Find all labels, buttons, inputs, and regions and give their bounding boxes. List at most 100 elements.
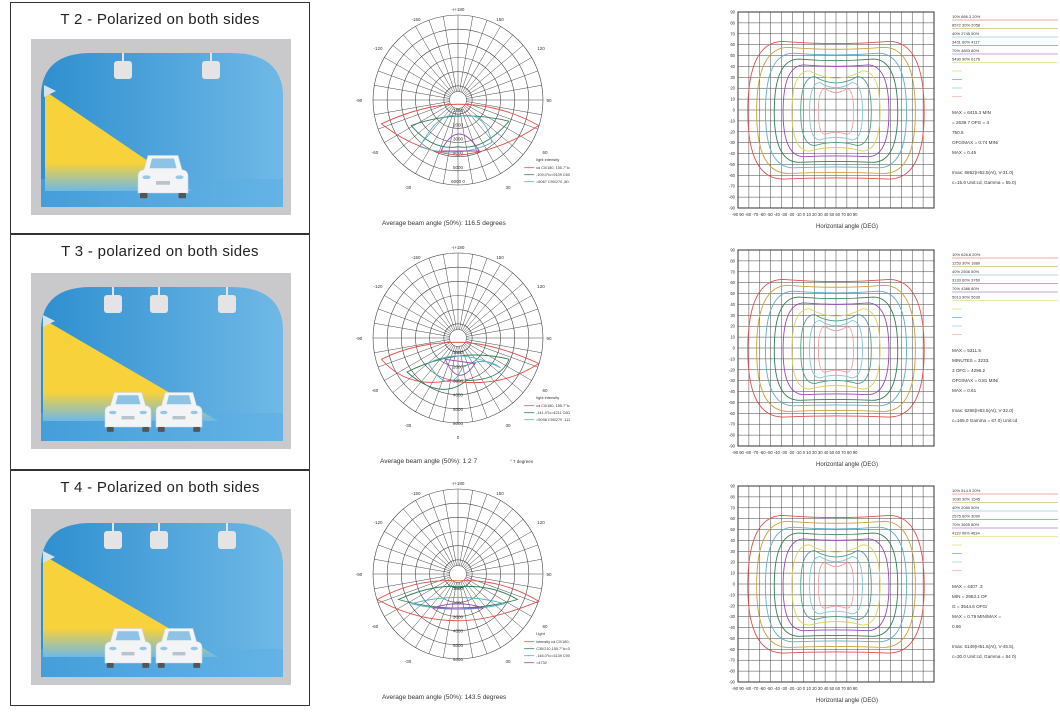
- y-tick-label: 90: [730, 10, 735, 15]
- iso-curve: [747, 278, 925, 418]
- y-tick-label: -40: [729, 389, 736, 394]
- iso-bottom-info-line: Imax: 6862(H62.5(At), V-31.0): [952, 170, 1014, 175]
- iso-curve: [782, 302, 890, 396]
- ceiling-lamp-icon: [104, 295, 122, 313]
- radial-label: 5000: [453, 643, 464, 648]
- iso-legend-entry: 40% 2506 50%: [952, 269, 980, 274]
- polar-diagram-t2: -/+180 -150 150 -120 120 -90 90 -60 60 -30 30 1000 2…: [330, 7, 596, 233]
- legend-title: light intensity: [536, 395, 559, 400]
- iso-legend-entry: 1253 30% 1880: [952, 261, 981, 266]
- isocandela-chart-t2: 90 80 70 60 50 40 30 20 10 0 -10 -20 -30 -40 -50 -60 -70…: [718, 8, 1060, 233]
- iso-curve: [791, 308, 881, 390]
- y-tick-label: -80: [729, 195, 736, 200]
- angle-label: -120: [373, 520, 383, 525]
- y-tick-label: 10: [730, 571, 735, 576]
- car-icon: [155, 392, 203, 432]
- x-tick-labels: -90 90 -80 -70 -60 -50 -40 -30 -20 -10 0…: [732, 686, 858, 691]
- legend-entry: intensity cd C0/180,149.7°Ic=3046: [536, 640, 570, 644]
- y-tick-label: 60: [730, 516, 735, 521]
- tunnel-scene: [31, 509, 291, 685]
- iso-info-line: 750.5: [952, 130, 964, 135]
- iso-info-line: MAX = 4407 .3: [952, 584, 983, 589]
- y-tick-label: 70: [730, 31, 735, 36]
- y-tick-label: -90: [729, 206, 736, 211]
- car-icon: [104, 628, 152, 668]
- angle-label: 90: [546, 98, 552, 103]
- iso-curve: [747, 514, 925, 654]
- y-tick-label: -30: [729, 614, 736, 619]
- iso-curve: [800, 76, 872, 146]
- iso-legend-entry: 10% 626.6 20%: [952, 252, 981, 257]
- iso-legend-entry: 70% 4803 80%: [952, 48, 980, 53]
- radial-label: 4000: [453, 151, 464, 156]
- angle-label: -150: [411, 17, 421, 22]
- car-icon: [137, 155, 189, 199]
- y-tick-label: 40: [730, 302, 735, 307]
- angle-label: 30: [505, 185, 511, 190]
- iso-curve: [817, 88, 855, 135]
- tunnel-scene: [31, 273, 291, 449]
- ceiling-lamp-icon: [150, 531, 168, 549]
- iso-curve: [791, 70, 881, 152]
- legend-entry: ,141.4°Ic=4211 C60/240 ,111.0°Ic: [536, 411, 570, 415]
- angle-label: 90: [546, 336, 552, 341]
- luminaire-icon: [43, 551, 55, 563]
- x-axis-label: Horizontal angle (DEG): [816, 698, 878, 704]
- iso-info-line: OFG/MAX = 0.74 MIN/: [952, 140, 999, 145]
- angle-label: -60: [372, 624, 379, 629]
- intensity-curve: [419, 114, 493, 153]
- radial-label: 4000: [453, 393, 464, 398]
- intensity-curve: [397, 585, 519, 609]
- iso-bottom-info-line: c=165.0 Gamma = 67.0) Unit:cd: [952, 418, 1018, 423]
- angle-label: 120: [537, 46, 545, 51]
- legend-entry: =5098 C90/270 ,111°Ic=5665: [536, 418, 570, 422]
- iso-legend-entry: 3431 60% 4117: [952, 40, 981, 45]
- angle-label: 60: [542, 624, 548, 629]
- iso-info-line: MAX = 0.61: [952, 388, 977, 393]
- y-tick-label: -70: [729, 422, 736, 427]
- y-tick-label: -60: [729, 647, 736, 652]
- y-tick-label: 20: [730, 324, 735, 329]
- x-tick-labels: -90 90 -80 -70 -60 -50 -40 -30 -20 -10 0…: [732, 450, 858, 455]
- intensity-curve: [376, 580, 540, 622]
- polar-diagram-t4: -/+180 -150 150 -120 120 -90 90 -60 60 -30 30 1000 2…: [330, 481, 594, 707]
- beam-angle-caption: Average beam angle (50%): 116.5 degrees: [382, 220, 506, 227]
- iso-curve: [809, 320, 863, 379]
- iso-curve: [764, 52, 908, 169]
- angle-label: -90: [356, 98, 363, 103]
- radial-label: 2000: [453, 600, 464, 605]
- y-tick-label: 20: [730, 86, 735, 91]
- iso-curve: [809, 556, 863, 615]
- isocandela-chart-t4: 90 80 70 60 50 40 30 20 10 0 -10 -20 -30 -40 -50 -60 -70…: [718, 482, 1060, 707]
- iso-legend-entry: 40% 2745 50%: [952, 31, 980, 36]
- iso-curve: [800, 550, 872, 620]
- y-tick-label: 70: [730, 269, 735, 274]
- polar-diagram-t3: -/+180 -150 150 -120 120 -90 90 -60 60 -30 30 1000 2…: [330, 245, 596, 471]
- y-tick-label: -40: [729, 625, 736, 630]
- iso-legend-entry: 10% 514.9 20%: [952, 488, 981, 493]
- iso-curve: [809, 82, 863, 141]
- legend-title: Light: [536, 631, 546, 636]
- intensity-curve: [427, 355, 501, 383]
- angle-label: -30: [405, 423, 412, 428]
- intensity-curve: [440, 133, 481, 152]
- angle-label: 30: [505, 423, 511, 428]
- iso-curve: [756, 284, 916, 412]
- car-icon: [155, 628, 203, 668]
- y-tick-label: -60: [729, 411, 736, 416]
- radial-label: 3000: [453, 615, 464, 620]
- y-tick-label: 90: [730, 248, 735, 253]
- legend-title: light intensity: [536, 157, 559, 162]
- iso-curve: [817, 562, 855, 609]
- y-tick-label: 0: [733, 582, 736, 587]
- y-tick-label: 30: [730, 75, 735, 80]
- intensity-curve: [406, 354, 510, 390]
- iso-curve: [773, 58, 899, 163]
- iso-legend-entry: 3133 60% 3760: [952, 278, 981, 283]
- iso-legend-entry: 10% 686.3 20%: [952, 14, 981, 19]
- legend-entry: C30/210,155.7°Ic=3058 C60/240: [536, 647, 570, 651]
- iso-info-line: MAX = 0.79 MIN/MAX =: [952, 614, 1001, 619]
- iso-curve: [747, 40, 925, 180]
- iso-legend-entry: 40% 2060 50%: [952, 505, 980, 510]
- y-tick-label: -20: [729, 603, 736, 608]
